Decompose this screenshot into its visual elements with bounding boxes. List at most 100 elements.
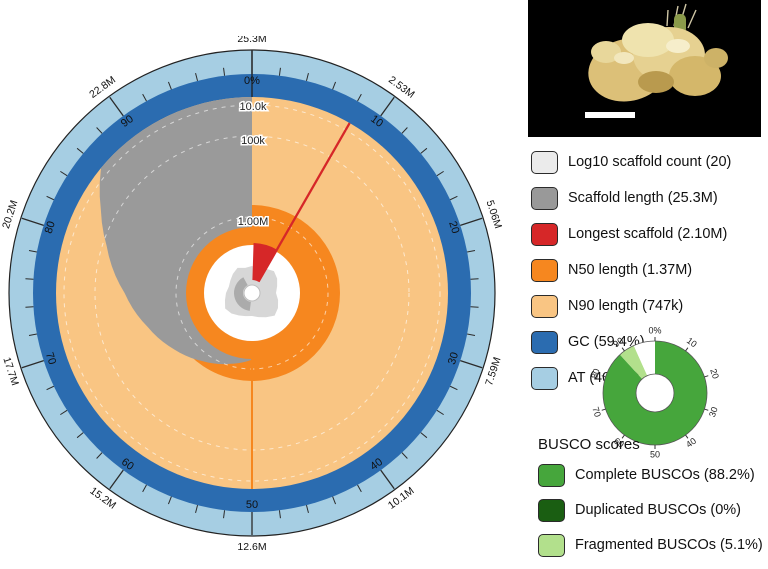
fragmented-buscos-swatch <box>538 533 565 557</box>
rhizome-lump <box>591 41 621 63</box>
radial-axis-label: 1.00M <box>238 216 269 228</box>
ring-tick <box>380 469 395 490</box>
ring-tick <box>28 249 37 253</box>
donut-percent-label: 20 <box>708 367 721 380</box>
ring-tick <box>460 217 483 226</box>
rhizome-highlight <box>614 52 634 64</box>
ring-tick <box>305 73 309 82</box>
specimen-photo-svg <box>585 3 728 118</box>
ring-tick <box>25 306 34 308</box>
busco-slice-remainder <box>633 341 655 376</box>
scale-label: 25.3M <box>237 36 266 45</box>
ring-tick <box>357 93 362 102</box>
percent-label: 40 <box>368 456 385 473</box>
ring-tick <box>449 385 458 391</box>
ring-tick <box>109 469 124 490</box>
legend-item-n50-length: N50 length (1.37M) <box>531 258 731 282</box>
donut-tick <box>621 347 625 352</box>
busco-item-fragmented-buscos: Fragmented BUSCOs (5.1%) <box>538 533 763 557</box>
donut-percent-label: 90 <box>611 335 625 349</box>
n50-length-swatch <box>531 258 558 282</box>
radial-axis-label: 100k <box>241 135 265 147</box>
percent-label: 80 <box>43 220 58 235</box>
ring-tick <box>25 278 34 280</box>
busco-legend: Complete BUSCOs (88.2%) Duplicated BUSCOs… <box>538 463 763 569</box>
ring-tick <box>467 333 476 337</box>
busco-item-complete-buscos: Complete BUSCOs (88.2%) <box>538 463 763 487</box>
donut-percent-label: 10 <box>685 335 699 349</box>
complete-buscos-label: Complete BUSCOs (88.2%) <box>575 467 755 483</box>
rhizome-lump <box>669 56 721 96</box>
ring-tick <box>420 432 428 439</box>
specimen-photo <box>528 0 761 137</box>
scaffold-length-label: Scaffold length (25.3M) <box>568 190 718 206</box>
donut-tick <box>704 375 709 378</box>
scaffold-length-region <box>99 97 252 365</box>
ring-tick <box>420 147 428 154</box>
scale-label: 5.06M <box>484 199 504 230</box>
ring-tick <box>195 504 199 513</box>
busco-slice-2 <box>619 345 648 379</box>
scale-label: 7.59M <box>483 356 503 387</box>
donut-percent-label: 30 <box>707 406 720 419</box>
scaffold-count-swatch <box>531 150 558 174</box>
n90-length-label: N90 length (747k) <box>568 298 684 314</box>
ring-tick <box>60 170 68 177</box>
snail-plot-svg: 0%1020304050607080902.53M5.06M7.59M10.1M… <box>0 33 504 553</box>
busco-item-duplicated-buscos: Duplicated BUSCOs (0%) <box>538 498 763 522</box>
donut-tick <box>685 347 689 352</box>
ring-tick <box>109 96 124 117</box>
n90-length-swatch <box>531 294 558 318</box>
ring-tick <box>470 306 479 308</box>
ring-tick <box>278 510 281 519</box>
ring-tick <box>46 195 55 201</box>
scaffold-length-swatch <box>531 186 558 210</box>
legend-item-scaffold-count: Log10 scaffold count (20) <box>531 150 731 174</box>
rhizome-specimen <box>588 3 728 102</box>
ring-tick <box>60 409 68 416</box>
ring-tick <box>223 510 226 519</box>
donut-percent-label: 0% <box>648 325 661 335</box>
ring-tick <box>28 333 37 337</box>
scaffold-count-inner-arc <box>234 277 251 311</box>
gc-swatch <box>531 330 558 354</box>
at-swatch <box>531 366 558 390</box>
longest-scaffold-label: Longest scaffold (2.10M) <box>568 226 728 242</box>
ring-tick <box>470 278 479 280</box>
donut-tick <box>621 434 625 439</box>
ring-tick <box>96 127 103 134</box>
rhizome-shadow <box>638 71 674 93</box>
percent-label: 20 <box>446 220 461 235</box>
busco-donut-chart: 0% 10 20 30 40 50 60 70 80 90 <box>575 323 735 473</box>
ring-tick <box>96 452 103 459</box>
ring-tick <box>401 127 408 134</box>
percent-label: 70 <box>43 351 58 366</box>
radial-axis-label: 10.0k <box>240 101 267 113</box>
donut-tick <box>704 408 709 411</box>
fragmented-buscos-label: Fragmented BUSCOs (5.1%) <box>575 537 763 553</box>
donut-percent-label: 50 <box>650 449 660 459</box>
longest-scaffold-swatch <box>531 222 558 246</box>
busco-slice-0 <box>603 341 707 445</box>
ring-tick <box>195 73 199 82</box>
ring-tick <box>21 217 44 226</box>
scale-label: 12.6M <box>237 541 266 550</box>
percent-label: 10 <box>368 113 385 130</box>
ring-tick <box>21 360 44 369</box>
ring-tick <box>167 81 172 90</box>
legend-item-longest-scaffold: Longest scaffold (2.10M) <box>531 222 731 246</box>
ring-tick <box>401 452 408 459</box>
ring-tick <box>449 195 458 201</box>
scale-label: 20.2M <box>0 199 20 230</box>
donut-percent-label: 40 <box>684 436 698 450</box>
donut-percent-label: 80 <box>589 367 602 380</box>
center-hole <box>243 284 261 302</box>
longest-scaffold-line <box>257 122 351 283</box>
percent-label: 90 <box>119 113 136 130</box>
ring-tick <box>167 496 172 505</box>
ring-tick <box>142 484 147 493</box>
gc-label: GC (59.4%) <box>568 334 645 350</box>
scale-label: 17.7M <box>0 356 20 387</box>
percent-label: 50 <box>246 499 258 511</box>
donut-percent-label: 60 <box>612 436 626 450</box>
